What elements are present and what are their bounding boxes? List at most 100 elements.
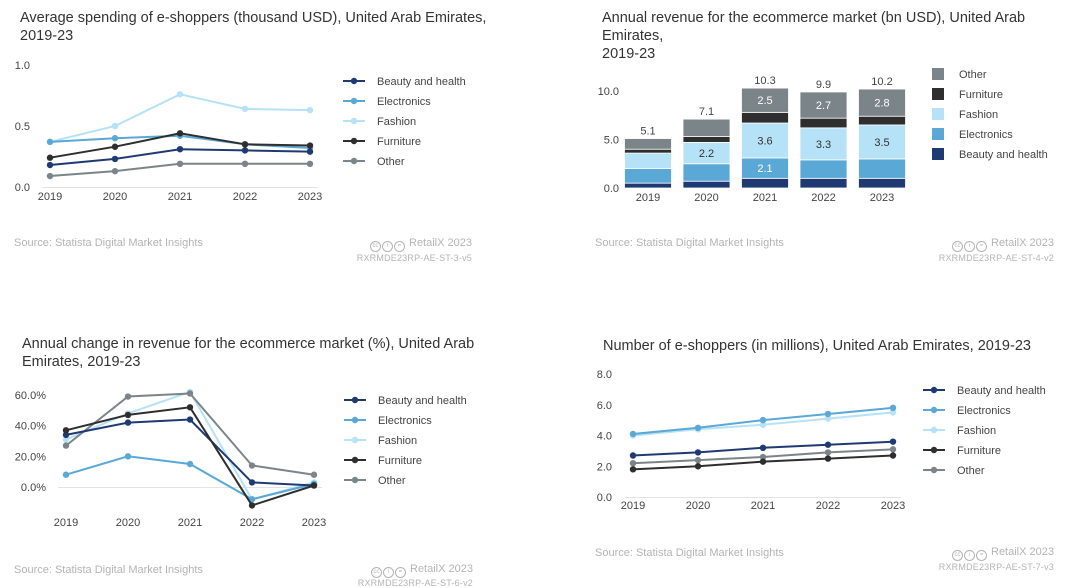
cc-icon: cc bbox=[951, 241, 963, 252]
data-point-other bbox=[46, 172, 54, 180]
bar-segment-label: 3.6 bbox=[757, 135, 772, 147]
x-tick-label: 2023 bbox=[302, 517, 326, 529]
bar-segment-fashion bbox=[741, 122, 789, 159]
legend-label: Other bbox=[957, 465, 985, 477]
legend-swatch-fashion bbox=[932, 108, 944, 120]
legend-marker-beauty-and-health bbox=[351, 396, 359, 404]
data-point-beauty-and-health bbox=[62, 431, 70, 439]
x-tick-label: 2020 bbox=[694, 192, 718, 204]
chart-code: RXRMDE23RP-AE-ST-4-v2 bbox=[938, 253, 1054, 263]
x-tick-label: 2023 bbox=[298, 191, 322, 203]
x-tick-label: 2019 bbox=[621, 500, 645, 512]
legend-marker-furniture bbox=[930, 446, 938, 454]
y-tick-label: 2.0 bbox=[597, 461, 612, 473]
cc-by-icon: i bbox=[381, 241, 393, 252]
data-point-electronics bbox=[759, 416, 767, 424]
line-chart-average-spending: 0.0 0.5 1.0 2019 2020 2021 2022 2023 Beauty and … bbox=[15, 60, 466, 203]
bar-total-label: 7.1 bbox=[699, 106, 714, 118]
data-point-electronics bbox=[124, 453, 132, 460]
data-point-furniture bbox=[694, 463, 702, 470]
cc-by-icon: i bbox=[382, 567, 394, 578]
data-point-other bbox=[111, 167, 119, 175]
x-tick-label: 2020 bbox=[116, 517, 140, 529]
bar-segment-label: 2.1 bbox=[757, 163, 772, 175]
legend-swatch-beauty-and-health bbox=[932, 148, 944, 160]
legend-label: Beauty and health bbox=[378, 395, 467, 407]
bar-segment-beauty-and-health bbox=[741, 177, 789, 189]
retailx-brand: cc i = RetailX 2023 bbox=[880, 237, 1054, 252]
bar-segment-beauty-and-health bbox=[799, 177, 848, 189]
data-point-furniture bbox=[111, 143, 119, 150]
data-point-fashion bbox=[889, 409, 897, 416]
data-point-other bbox=[629, 459, 637, 467]
data-point-furniture bbox=[186, 404, 194, 411]
data-point-beauty-and-health bbox=[46, 161, 54, 169]
data-point-furniture bbox=[241, 141, 249, 148]
bar-total-label: 9.9 bbox=[816, 79, 831, 91]
legend-label: Furniture bbox=[377, 136, 421, 148]
data-point-fashion bbox=[111, 122, 119, 130]
data-point-furniture bbox=[310, 482, 318, 489]
retailx-brand: cc i = RetailX 2023 bbox=[300, 563, 473, 578]
bar-segment-label: 2.5 bbox=[757, 95, 772, 107]
data-point-other bbox=[124, 393, 132, 400]
bar-segment-electronics bbox=[624, 168, 672, 184]
bar-segment-label: 3.5 bbox=[874, 137, 889, 149]
data-point-beauty-and-health bbox=[824, 441, 832, 448]
chart-panel-number-of-eshoppers: Number of e-shoppers (in millions), Unit… bbox=[540, 290, 1080, 583]
source-note: Source: Statista Digital Market Insights bbox=[14, 564, 203, 576]
data-point-electronics bbox=[248, 496, 256, 503]
data-point-electronics bbox=[186, 460, 194, 468]
legend-marker-beauty-and-health bbox=[930, 386, 938, 394]
data-point-fashion bbox=[824, 415, 832, 422]
chart-code: RXRMDE23RP-AE-ST-6-v2 bbox=[357, 578, 473, 588]
legend-marker-electronics bbox=[351, 416, 359, 424]
legend-marker-beauty-and-health bbox=[350, 77, 358, 85]
x-tick-label: 2023 bbox=[881, 500, 905, 512]
data-point-fashion bbox=[759, 421, 767, 428]
data-point-fashion bbox=[241, 105, 249, 113]
y-tick-label: 60.0% bbox=[15, 390, 46, 402]
data-point-beauty-and-health bbox=[629, 452, 637, 459]
bar-segment-beauty-and-health bbox=[858, 177, 906, 189]
legend-label: Fashion bbox=[957, 425, 996, 437]
legend-label: Beauty and health bbox=[377, 76, 466, 88]
y-tick-label: 6.0 bbox=[597, 400, 612, 412]
line-chart-number-of-eshoppers: 0.0 2.0 4.0 6.0 8.0 2019 2020 2021 2022 2023 Beaut… bbox=[597, 369, 1046, 512]
legend-label: Electronics bbox=[957, 405, 1011, 417]
data-point-fashion bbox=[62, 436, 70, 443]
legend-marker-furniture bbox=[350, 137, 358, 145]
y-tick-label: 0.0 bbox=[604, 183, 619, 195]
x-tick-label: 2019 bbox=[636, 192, 660, 204]
data-point-beauty-and-health bbox=[241, 147, 249, 154]
cc-icon: cc bbox=[951, 550, 963, 561]
series-line-beauty-and-health bbox=[65, 418, 315, 487]
bar-segment-other bbox=[624, 138, 672, 150]
bar-segment-electronics bbox=[799, 159, 848, 179]
chart-code: RXRMDE23RP-AE-ST-7-v3 bbox=[938, 562, 1054, 572]
data-point-electronics bbox=[62, 471, 70, 478]
data-point-other bbox=[889, 446, 897, 453]
legend-label: Electronics bbox=[959, 129, 1013, 141]
legend-label: Electronics bbox=[378, 415, 432, 427]
legend-swatch-electronics bbox=[932, 128, 944, 140]
bar-total-label: 10.3 bbox=[754, 75, 775, 87]
bar-segment-label: 2.7 bbox=[816, 100, 831, 112]
y-tick-label: 10.0 bbox=[598, 86, 619, 98]
bar-segment-electronics bbox=[858, 158, 906, 179]
data-point-beauty-and-health bbox=[111, 155, 119, 163]
data-point-furniture bbox=[306, 142, 314, 149]
chart-panel-average-spending: Average spending of e-shoppers (thousand… bbox=[0, 0, 540, 290]
chart-title: Number of e-shoppers (in millions), Unit… bbox=[603, 338, 1031, 354]
legend-swatch-other bbox=[932, 68, 944, 80]
legend-label: Furniture bbox=[378, 455, 422, 467]
bar-segment-other bbox=[799, 91, 848, 119]
bar-segment-furniture bbox=[624, 148, 672, 154]
bar-segment-electronics bbox=[682, 163, 731, 182]
legend-marker-electronics bbox=[350, 97, 358, 105]
data-point-furniture bbox=[889, 452, 897, 459]
legend-marker-fashion bbox=[351, 436, 359, 444]
data-point-furniture bbox=[824, 455, 832, 462]
y-tick-label: 0.0 bbox=[15, 182, 30, 194]
data-point-other bbox=[186, 390, 194, 397]
